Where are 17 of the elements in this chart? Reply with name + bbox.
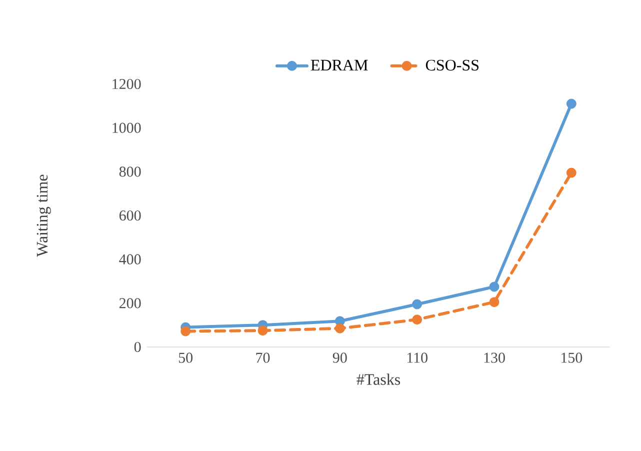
y-tick-label: 0 — [134, 342, 141, 352]
y-tick-label: 600 — [119, 210, 141, 221]
legend-label: EDRAM — [310, 60, 368, 70]
x-axis-title: #Tasks — [356, 374, 400, 385]
y-tick-label: 1000 — [112, 122, 141, 133]
x-tick-label: 90 — [332, 352, 347, 363]
x-tick-label: 150 — [561, 352, 582, 363]
y-axis-title: Waiting time — [36, 174, 51, 257]
x-tick-label: 50 — [178, 352, 193, 363]
legend-label: CSO-SS — [426, 60, 479, 71]
x-tick-label: 70 — [256, 352, 270, 363]
y-tick-label: 200 — [119, 298, 141, 308]
y-tick-label: 400 — [119, 254, 141, 264]
x-tick-label: 130 — [484, 352, 505, 363]
y-tick-label: 1200 — [112, 78, 141, 90]
y-tick-label: 800 — [119, 166, 141, 177]
x-tick-label: 110 — [407, 352, 428, 363]
